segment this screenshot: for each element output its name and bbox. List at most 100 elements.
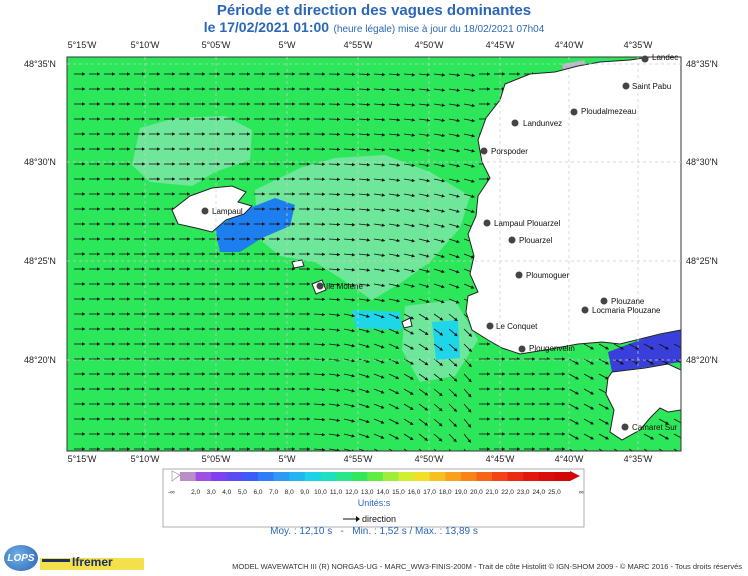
direction-arrow-head bbox=[142, 297, 145, 301]
direction-arrow-head bbox=[487, 177, 490, 181]
legend-tick-label: 22,0 bbox=[501, 489, 514, 496]
direction-arrow-head bbox=[277, 102, 280, 106]
sea-patch-cyan bbox=[352, 310, 402, 330]
direction-arrow-head bbox=[247, 402, 250, 406]
direction-arrow-head bbox=[172, 237, 175, 241]
direction-arrow-head bbox=[590, 361, 594, 365]
direction-arrow-head bbox=[366, 208, 370, 212]
direction-arrow-head bbox=[277, 252, 280, 256]
direction-arrow-head bbox=[157, 372, 160, 376]
direction-arrow-head bbox=[487, 342, 490, 346]
direction-arrow-head bbox=[351, 192, 355, 197]
direction-arrow-head bbox=[262, 297, 265, 301]
legend-swatch bbox=[507, 472, 524, 481]
legend-tick-label: 6,0 bbox=[253, 489, 262, 496]
direction-arrow-head bbox=[217, 402, 220, 406]
direction-arrow-head bbox=[232, 297, 235, 301]
direction-arrow-head bbox=[262, 417, 265, 421]
direction-arrow-head bbox=[381, 193, 385, 197]
direction-arrow-head bbox=[411, 163, 415, 168]
direction-arrow-head bbox=[127, 267, 130, 271]
lat-label: 48°30'N bbox=[686, 157, 718, 167]
direction-arrow-head bbox=[292, 267, 295, 271]
direction-arrow-head bbox=[502, 72, 505, 76]
direction-arrow-head bbox=[157, 117, 160, 121]
direction-arrow-head bbox=[321, 417, 325, 422]
direction-arrow-head bbox=[97, 402, 100, 406]
direction-arrow-head bbox=[157, 297, 160, 301]
direction-arrow-head bbox=[487, 402, 490, 406]
direction-arrow-head bbox=[517, 72, 520, 76]
direction-arrow-head bbox=[97, 162, 100, 166]
direction-arrow-head bbox=[456, 254, 460, 259]
direction-arrow-head bbox=[562, 357, 565, 361]
lat-label: 48°20'N bbox=[24, 355, 56, 365]
direction-arrow-head bbox=[127, 297, 130, 301]
direction-arrow-head bbox=[82, 312, 85, 316]
direction-arrow-head bbox=[187, 327, 190, 331]
legend-swatch bbox=[336, 472, 352, 481]
direction-arrow-head bbox=[426, 148, 430, 153]
direction-arrow-head bbox=[424, 422, 428, 426]
direction-arrow-head bbox=[292, 372, 295, 376]
direction-arrow-head bbox=[202, 132, 205, 136]
direction-arrow-head bbox=[142, 432, 145, 436]
lon-labels-bottom: 5°15'W 5°10'W 5°05'W 5°W 4°55'W 4°50'W 4… bbox=[68, 454, 653, 464]
direction-arrow-head bbox=[187, 72, 190, 76]
direction-arrow-head bbox=[82, 327, 85, 331]
direction-arrow-head bbox=[321, 447, 325, 451]
direction-arrow-head bbox=[232, 252, 235, 256]
direction-arrow bbox=[673, 433, 681, 439]
direction-arrow-head bbox=[127, 342, 130, 346]
direction-arrow-head bbox=[127, 282, 130, 286]
lat-label: 48°25'N bbox=[686, 256, 718, 266]
direction-arrow-head bbox=[142, 387, 145, 391]
direction-arrow-head bbox=[502, 402, 505, 406]
direction-arrow-head bbox=[292, 117, 295, 121]
direction-arrow-head bbox=[187, 147, 190, 151]
direction-arrow-head bbox=[127, 312, 130, 316]
legend-swatch bbox=[523, 472, 540, 481]
direction-arrow-head bbox=[380, 314, 385, 319]
direction-arrow-head bbox=[232, 447, 235, 451]
direction-arrow-head bbox=[307, 372, 310, 376]
direction-arrow-head bbox=[97, 102, 100, 106]
direction-arrow-head bbox=[262, 282, 265, 286]
direction-arrow-head bbox=[277, 237, 280, 241]
direction-arrow-head bbox=[487, 87, 490, 91]
direction-arrow-head bbox=[262, 252, 265, 256]
direction-arrow-head bbox=[142, 282, 145, 286]
direction-arrow-head bbox=[217, 87, 220, 91]
direction-arrow-head bbox=[157, 72, 160, 76]
direction-arrow-head bbox=[232, 117, 235, 121]
direction-arrow-head bbox=[441, 73, 445, 77]
direction-arrow-head bbox=[172, 417, 175, 421]
legend-tick-label: 21,0 bbox=[486, 489, 499, 496]
direction-arrow-head bbox=[82, 147, 85, 151]
direction-arrow-head bbox=[277, 387, 280, 391]
direction-arrow-head bbox=[441, 133, 445, 138]
direction-arrow-head bbox=[202, 447, 205, 451]
direction-arrow-head bbox=[575, 421, 579, 425]
legend-swatch bbox=[351, 472, 368, 481]
direction-arrow-head bbox=[351, 87, 355, 92]
direction-arrow-head bbox=[217, 447, 220, 451]
direction-arrow-head bbox=[127, 432, 130, 436]
direction-arrow-head bbox=[395, 360, 399, 365]
direction-arrow-head bbox=[97, 252, 100, 256]
direction-arrow-head bbox=[97, 72, 100, 76]
wave-map[interactable]: 5°15'W 5°10'W 5°05'W 5°W 4°55'W 4°50'W 4… bbox=[0, 36, 748, 466]
direction-arrow-head bbox=[157, 177, 160, 181]
direction-arrow-head bbox=[187, 192, 190, 196]
direction-arrow-head bbox=[380, 375, 385, 379]
direction-arrow-head bbox=[321, 312, 325, 317]
svg-text:Landunvez: Landunvez bbox=[523, 119, 562, 128]
direction-arrow-head bbox=[232, 132, 235, 136]
direction-arrow-head bbox=[97, 117, 100, 121]
direction-arrow-head bbox=[424, 392, 429, 396]
direction-arrow-head bbox=[307, 162, 310, 166]
direction-arrow-head bbox=[456, 148, 460, 153]
direction-arrow-head bbox=[321, 222, 325, 227]
direction-arrow-head bbox=[112, 72, 115, 76]
direction-arrow-head bbox=[142, 252, 145, 256]
